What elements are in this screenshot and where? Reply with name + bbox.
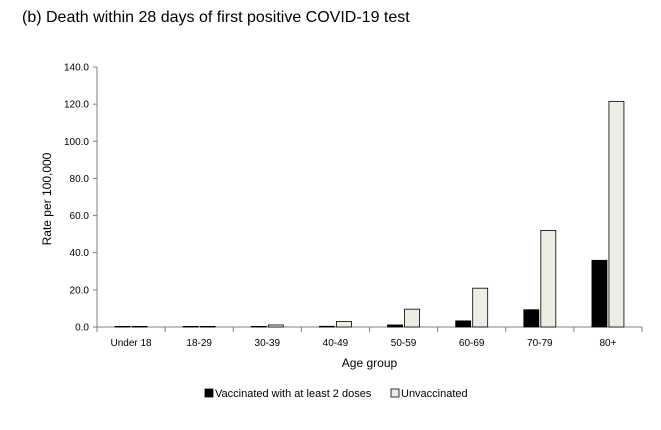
bar-unvaccinated	[540, 230, 557, 328]
bar-vaccinated	[523, 309, 540, 328]
x-tick-label: Under 18	[110, 338, 152, 349]
x-tick-label: 40-49	[323, 338, 349, 349]
y-tick-label: 0.0	[75, 323, 89, 334]
legend-label-unvaccinated: Unvaccinated	[401, 388, 468, 400]
x-tick-label: 50-59	[391, 338, 417, 349]
x-tick-label: 80+	[599, 338, 616, 349]
bar-unvaccinated	[472, 287, 489, 328]
bar-unvaccinated	[608, 100, 625, 328]
y-axis-title: Rate per 100,000	[40, 152, 54, 245]
y-tick-label: 140.0	[64, 63, 89, 74]
bar-vaccinated	[250, 325, 267, 328]
legend-swatch-vaccinated	[204, 388, 214, 398]
x-tick-label: 60-69	[459, 338, 485, 349]
y-tick-label: 40.0	[70, 248, 90, 259]
bar-unvaccinated	[267, 324, 284, 328]
y-tick-label: 100.0	[64, 137, 89, 148]
bar-vaccinated	[114, 325, 131, 328]
bar-unvaccinated	[404, 308, 420, 328]
x-axis-title: Age group	[342, 356, 398, 370]
y-tick-label: 20.0	[70, 285, 90, 296]
y-tick-label: 60.0	[70, 211, 90, 222]
chart-title: (b) Death within 28 days of first positi…	[22, 9, 410, 26]
x-tick-label: 70-79	[527, 338, 553, 349]
x-tick-label: 30-39	[255, 338, 281, 349]
legend-swatch-unvaccinated	[390, 388, 400, 398]
bar-vaccinated	[182, 325, 199, 328]
legend-label-vaccinated: Vaccinated with at least 2 doses	[215, 388, 372, 400]
bar-unvaccinated	[199, 325, 216, 328]
bar-vaccinated	[319, 325, 335, 328]
y-tick-label: 80.0	[70, 174, 90, 185]
bar-unvaccinated	[131, 325, 148, 328]
bar-vaccinated	[387, 324, 403, 328]
x-tick-label: 18-29	[186, 338, 212, 349]
y-tick-label: 120.0	[64, 100, 89, 111]
bar-unvaccinated	[336, 321, 352, 328]
bar-vaccinated	[591, 259, 608, 328]
bar-vaccinated	[455, 320, 472, 328]
